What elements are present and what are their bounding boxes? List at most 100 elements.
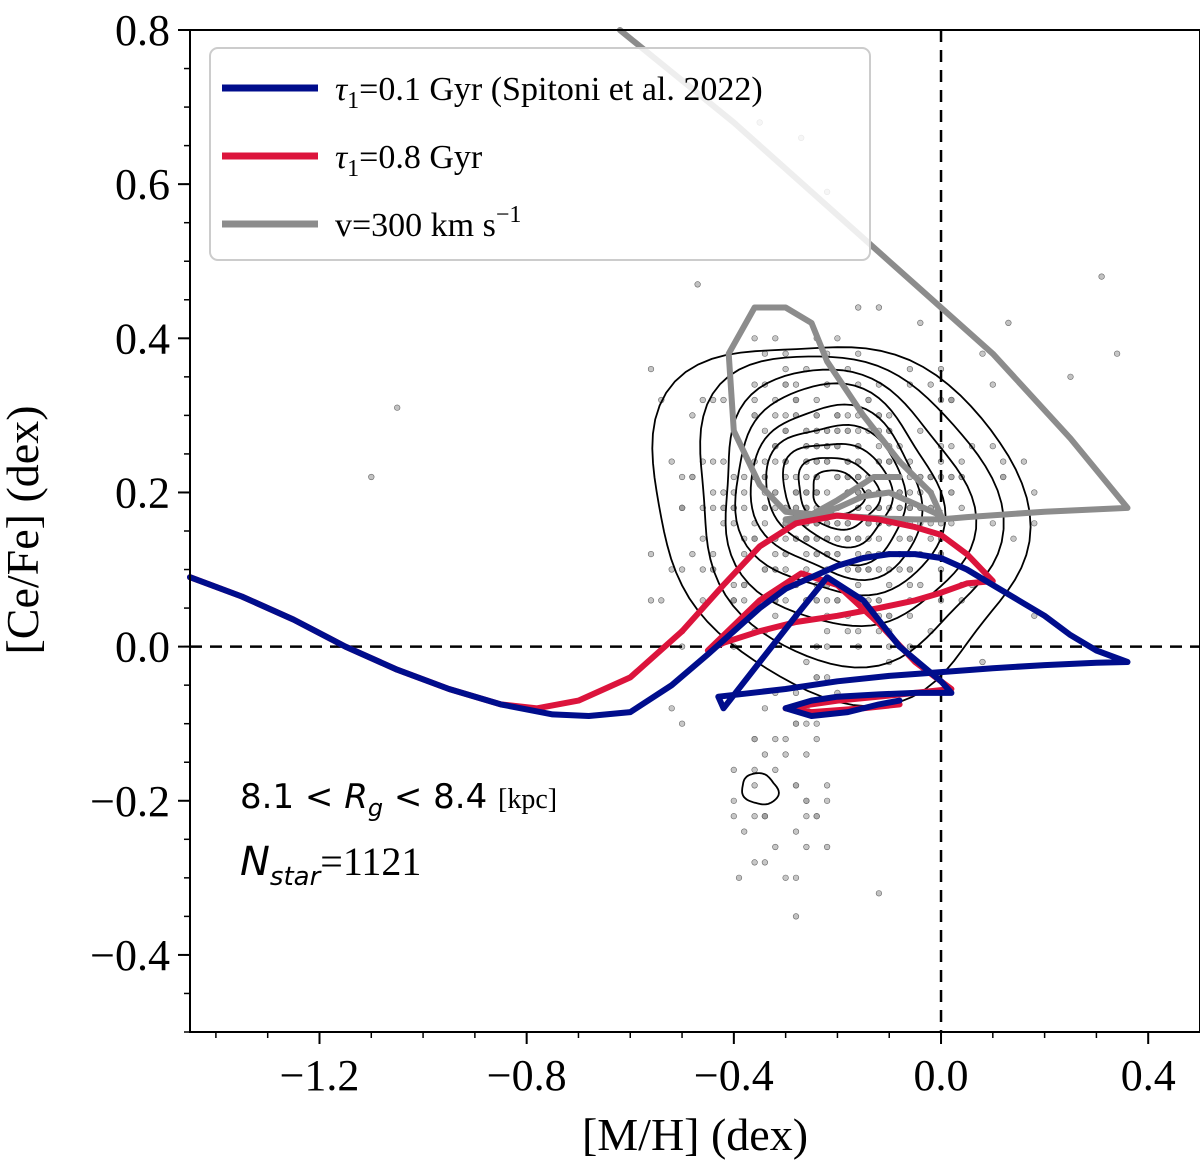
- legend-superscript: −1: [496, 202, 522, 228]
- scatter-point: [844, 628, 851, 635]
- scatter-point: [855, 427, 862, 434]
- legend: τ1=0.1 Gyr (Spitoni et al. 2022)τ1=0.8 G…: [209, 47, 871, 261]
- scatter-point: [1000, 458, 1007, 465]
- scatter-point: [813, 550, 820, 558]
- scatter-point: [772, 458, 779, 465]
- scatter-point: [751, 859, 758, 866]
- scatter-point: [782, 366, 789, 373]
- scatter-point: [751, 396, 758, 404]
- scatter-point: [823, 782, 831, 789]
- x-axis-title: [M/H] (dex): [582, 1109, 808, 1160]
- scatter-point: [782, 751, 789, 758]
- scatter-point: [886, 458, 893, 465]
- scatter-point: [917, 581, 924, 589]
- scatter-point: [906, 612, 914, 619]
- legend-text: =0.8 Gyr: [359, 139, 483, 176]
- y-tick-label: 0.4: [115, 314, 170, 363]
- scatter-point: [1113, 350, 1121, 357]
- scatter-point: [823, 674, 831, 681]
- x-tick-label: 0.4: [1121, 1051, 1176, 1100]
- scatter-point: [741, 550, 748, 558]
- scatter-point: [917, 427, 924, 434]
- scatter-point: [875, 304, 883, 311]
- scatter-point: [792, 689, 800, 697]
- scatter-point: [741, 473, 748, 481]
- scatter-point: [844, 412, 851, 419]
- scatter-point: [834, 535, 841, 542]
- scatter-point: [803, 658, 810, 666]
- scatter-point: [368, 473, 375, 481]
- scatter-point: [844, 520, 851, 527]
- legend-label-0: τ1=0.1 Gyr (Spitoni et al. 2022): [335, 71, 763, 114]
- scatter-point: [735, 874, 743, 881]
- legend-symbol: τ: [335, 139, 349, 176]
- range-prefix: 8.1 <: [240, 777, 344, 817]
- scatter-point: [979, 350, 986, 357]
- scatter-point: [699, 535, 706, 542]
- scatter-point: [772, 550, 779, 558]
- scatter-point: [730, 766, 737, 774]
- scatter-point: [906, 504, 914, 512]
- scatter-point: [782, 735, 789, 743]
- scatter-point: [782, 412, 789, 419]
- scatter-point: [792, 782, 800, 789]
- y-tick-label: −0.2: [90, 777, 170, 826]
- x-tick-label: −0.8: [487, 1051, 567, 1100]
- contour-line: [734, 382, 947, 597]
- scatter-point: [709, 489, 717, 496]
- scatter-point: [813, 735, 820, 743]
- scatter-point: [751, 813, 758, 820]
- scatter-point: [886, 612, 893, 619]
- scatter-point: [772, 412, 779, 419]
- series-layer: [187, 27, 1131, 719]
- scatter-point: [813, 720, 820, 727]
- scatter-point: [823, 643, 831, 650]
- scatter-point: [751, 412, 758, 419]
- scatter-point: [689, 412, 696, 419]
- scatter-point: [782, 350, 789, 357]
- reference-lines: [190, 30, 1200, 1032]
- contour-line: [724, 368, 978, 628]
- scatter-point: [761, 751, 769, 758]
- contour-line: [812, 469, 867, 516]
- scatter-point: [782, 566, 789, 573]
- scatter-point: [927, 535, 934, 542]
- contour-line: [651, 346, 1032, 708]
- scatter-point: [689, 473, 696, 481]
- scatter-point: [730, 813, 737, 820]
- scatter-point: [647, 550, 655, 558]
- scatter-point: [989, 443, 996, 450]
- scatter-point: [927, 381, 934, 388]
- scatter-point: [989, 520, 996, 527]
- scatter-point: [875, 535, 883, 542]
- scatter-point: [834, 427, 841, 434]
- scatter-point: [792, 720, 800, 727]
- scatter-point: [1067, 373, 1074, 380]
- scatter-point: [741, 597, 748, 604]
- scatter-point: [751, 535, 758, 542]
- y-tick-label: 0.0: [115, 623, 170, 672]
- scatter-point: [844, 566, 851, 573]
- scatter-point: [699, 597, 706, 604]
- scatter-point: [865, 396, 872, 404]
- scatter-point: [720, 489, 727, 496]
- scatter-point: [875, 443, 883, 450]
- y-axis-title: [Ce/Fe] (dex): [0, 405, 48, 654]
- scatter-point: [782, 535, 789, 542]
- scatter-point: [658, 597, 665, 604]
- scatter-point: [834, 520, 841, 527]
- y-tick-label: 0.8: [115, 6, 170, 55]
- scatter-point: [1010, 535, 1017, 542]
- scatter-point: [813, 597, 820, 604]
- scatter-point: [720, 396, 727, 404]
- x-tick-label: −0.4: [694, 1051, 774, 1100]
- scatter-point: [813, 813, 820, 820]
- x-tick-label: −1.2: [280, 1051, 360, 1100]
- legend-box: [209, 47, 871, 261]
- scatter-point: [730, 797, 737, 804]
- nstar-var: N: [240, 839, 270, 885]
- scatter-point: [886, 581, 893, 589]
- scatter-point: [813, 489, 820, 496]
- scatter-point: [875, 566, 883, 573]
- scatter-point: [782, 381, 789, 388]
